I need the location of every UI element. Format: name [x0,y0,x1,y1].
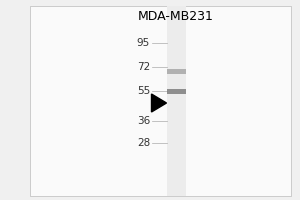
Text: 55: 55 [137,86,150,96]
Text: 28: 28 [137,138,150,148]
Bar [167,69,186,74]
Text: 95: 95 [137,38,150,48]
Text: 72: 72 [137,62,150,72]
Text: 36: 36 [137,116,150,126]
Bar [167,6,186,196]
Bar [167,89,186,94]
Text: MDA-MB231: MDA-MB231 [138,10,213,23]
Bar [30,6,291,196]
Polygon shape [152,94,166,112]
